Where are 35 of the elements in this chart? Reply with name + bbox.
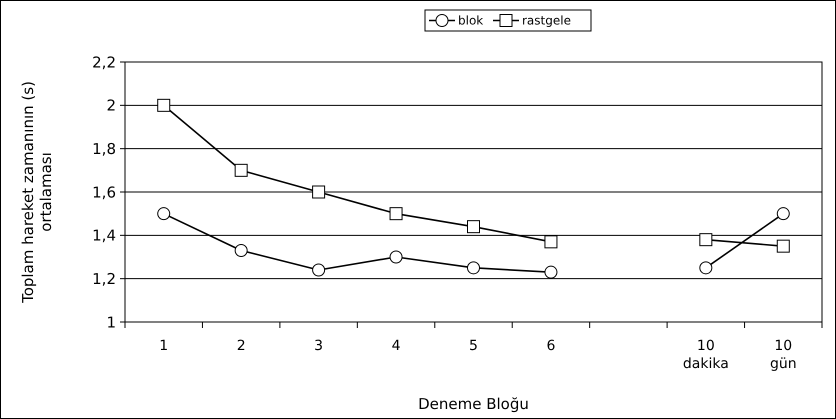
y-tick-label: 1,2 (92, 270, 116, 288)
point (234, 164, 248, 177)
y-tick-label: 1,6 (92, 183, 116, 202)
x-tick-label: 10 dakika (682, 338, 729, 372)
point (390, 250, 403, 264)
point (776, 207, 790, 220)
x-tick-label: 3 (314, 338, 324, 354)
point (390, 207, 403, 220)
point (312, 186, 326, 198)
x-tick-label: 6 (546, 338, 556, 354)
y-tick-label: 1,8 (92, 140, 116, 158)
x-tick-label: 4 (392, 338, 401, 354)
x-tick-label: 1 (159, 338, 168, 354)
point (544, 266, 558, 279)
x-tick-label: 2 (236, 338, 246, 354)
point (157, 207, 170, 220)
y-tick-label: 1,4 (92, 226, 116, 245)
point (544, 235, 558, 248)
x-tick-label: 5 (469, 338, 478, 354)
point (699, 233, 712, 246)
y-tick-label: 1 (106, 313, 116, 332)
y-axis-title: Toplam hareket zamanının (s) ortalaması (19, 81, 56, 304)
y-tick-label: 2,2 (92, 53, 116, 72)
x-tick-label: 10 gün (770, 338, 797, 372)
point (776, 240, 790, 253)
point (467, 220, 480, 234)
y-tick-label: 2 (106, 96, 116, 115)
point (699, 261, 712, 274)
point (312, 264, 326, 276)
legend-label: rastgele (522, 14, 571, 28)
point (234, 244, 248, 257)
legend-label: blok (458, 14, 484, 28)
point (157, 98, 170, 112)
point (467, 261, 480, 274)
x-axis-title: Deneme Bloğu (418, 395, 529, 413)
